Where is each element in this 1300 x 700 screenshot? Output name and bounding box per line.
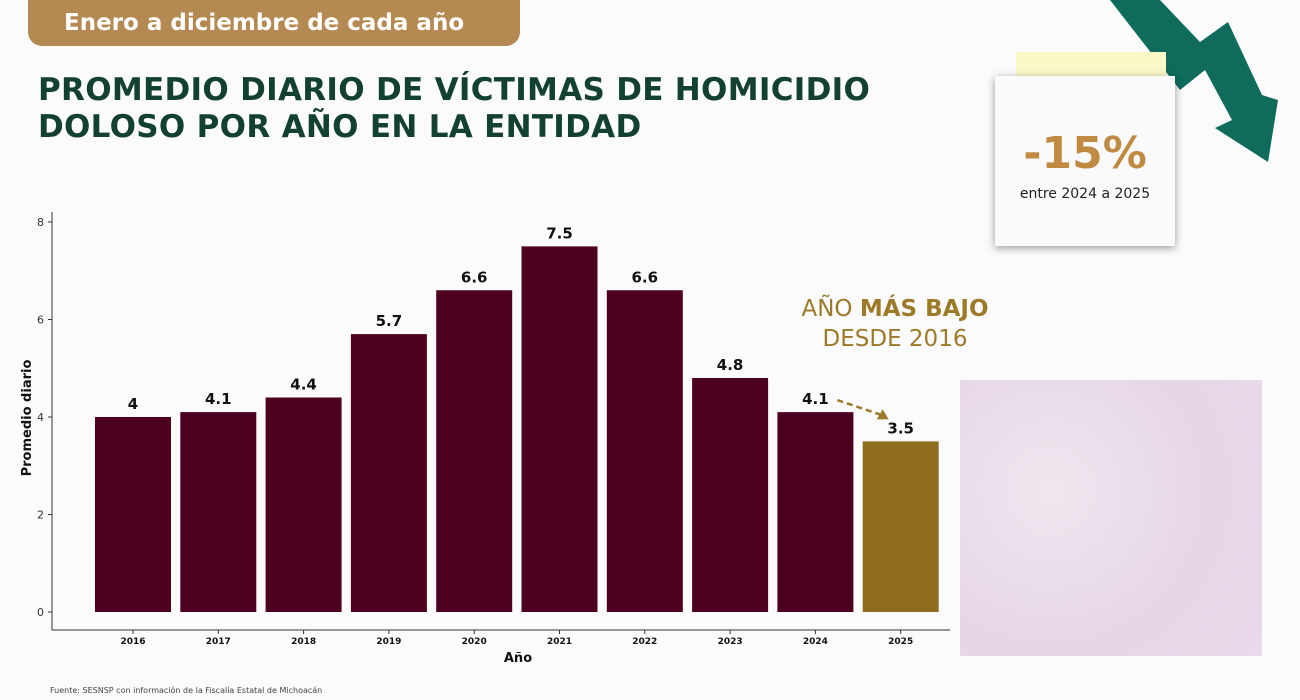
x-tick-label-2023: 2023 <box>718 637 743 647</box>
title-line1: PROMEDIO DIARIO DE VÍCTIMAS DE HOMICIDIO <box>38 72 871 108</box>
bar-2021 <box>521 246 598 612</box>
data-label-2016: 4 <box>128 395 138 413</box>
down-arrow-icon <box>1110 0 1278 162</box>
lowest-year-note: AÑO MÁS BAJO DESDE 2016 <box>770 294 1020 354</box>
x-axis-label: Año <box>504 651 532 666</box>
change-percent: -15% <box>1023 128 1147 179</box>
y-tick-label: 0 <box>37 606 44 619</box>
x-tick-label-2024: 2024 <box>803 637 828 647</box>
lowest-pre: AÑO <box>801 296 860 322</box>
x-tick-label-2025: 2025 <box>888 637 913 647</box>
y-tick-label: 6 <box>37 314 44 327</box>
source-note: Fuente: SESNSP con información de la Fis… <box>50 686 323 695</box>
change-note <box>995 76 1175 246</box>
data-label-2023: 4.8 <box>717 356 744 374</box>
x-tick-label-2020: 2020 <box>462 637 487 647</box>
data-label-2017: 4.1 <box>205 390 232 408</box>
x-tick-label-2021: 2021 <box>547 637 572 647</box>
trend-arrow <box>837 398 884 417</box>
bar-2025 <box>862 441 939 612</box>
lowest-bold: MÁS BAJO <box>859 296 989 322</box>
bar-2019 <box>350 334 427 612</box>
data-label-2025: 3.5 <box>887 419 914 437</box>
change-period: entre 2024 a 2025 <box>1019 186 1151 202</box>
x-tick-label-2018: 2018 <box>291 637 316 647</box>
bar-2018 <box>265 397 342 612</box>
bar-2017 <box>180 412 257 612</box>
y-tick-label: 8 <box>37 216 44 229</box>
data-label-2019: 5.7 <box>376 312 403 330</box>
decorative-pattern <box>960 380 1262 656</box>
bar-2016 <box>95 417 171 612</box>
lowest-line2: DESDE 2016 <box>822 326 968 352</box>
bar-chart: 0 2 4 6 8 Promedio diario Año 4 2016 4.1 2017 4.4 20… <box>20 212 950 666</box>
x-tick-label-2019: 2019 <box>376 637 401 647</box>
title-line2: DOLOSO POR AÑO EN LA ENTIDAD <box>38 109 642 145</box>
data-label-2020: 6.6 <box>461 268 488 286</box>
y-tick-label: 4 <box>37 411 44 424</box>
bar-2020 <box>436 290 513 612</box>
data-label-2022: 6.6 <box>632 268 659 286</box>
x-tick-label-2022: 2022 <box>632 637 657 647</box>
bar-2022 <box>606 290 683 612</box>
y-axis-label: Promedio diario <box>20 360 35 477</box>
bar-2023 <box>692 378 769 612</box>
period-label: Enero a diciembre de cada año <box>28 0 520 46</box>
y-tick-label: 2 <box>37 509 44 522</box>
data-label-2024: 4.1 <box>802 390 829 408</box>
arrowhead-icon <box>876 409 889 420</box>
x-tick-label-2016: 2016 <box>120 637 145 647</box>
data-label-2021: 7.5 <box>546 224 573 242</box>
x-tick-label-2017: 2017 <box>206 637 231 647</box>
page-title: PROMEDIO DIARIO DE VÍCTIMAS DE HOMICIDIO… <box>38 72 870 146</box>
data-label-2018: 4.4 <box>290 376 317 394</box>
bar-2024 <box>777 412 854 612</box>
